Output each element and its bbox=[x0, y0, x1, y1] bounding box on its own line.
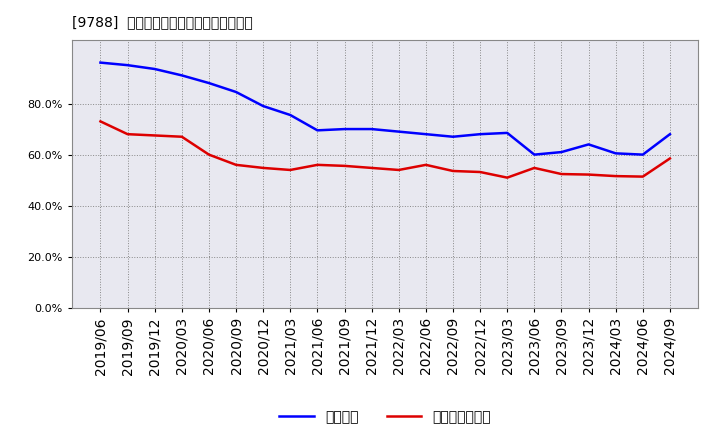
固定長期適合率 bbox=[503, 175, 511, 180]
固定長期適合率 bbox=[232, 162, 240, 168]
Line: 固定長期適合率: 固定長期適合率 bbox=[101, 121, 670, 178]
固定比率 bbox=[557, 150, 566, 155]
固定比率 bbox=[584, 142, 593, 147]
固定長期適合率 bbox=[530, 165, 539, 171]
固定比率 bbox=[123, 62, 132, 68]
固定長期適合率 bbox=[639, 174, 647, 179]
固定長期適合率 bbox=[611, 173, 620, 179]
固定長期適合率 bbox=[204, 152, 213, 157]
固定長期適合率 bbox=[584, 172, 593, 177]
固定長期適合率 bbox=[150, 133, 159, 138]
固定長期適合率 bbox=[313, 162, 322, 168]
固定比率 bbox=[341, 126, 349, 132]
固定比率 bbox=[665, 132, 674, 137]
固定比率 bbox=[178, 73, 186, 78]
Line: 固定比率: 固定比率 bbox=[101, 62, 670, 154]
固定長期適合率 bbox=[259, 165, 268, 171]
固定比率 bbox=[530, 152, 539, 157]
固定比率 bbox=[476, 132, 485, 137]
固定比率 bbox=[96, 60, 105, 65]
固定比率 bbox=[395, 129, 403, 134]
固定長期適合率 bbox=[665, 156, 674, 161]
固定比率 bbox=[259, 103, 268, 109]
固定比率 bbox=[503, 130, 511, 136]
固定比率 bbox=[611, 151, 620, 156]
固定比率 bbox=[639, 152, 647, 157]
固定比率 bbox=[286, 112, 294, 117]
固定長期適合率 bbox=[178, 134, 186, 139]
固定長期適合率 bbox=[395, 167, 403, 172]
固定長期適合率 bbox=[557, 172, 566, 177]
固定比率 bbox=[421, 132, 430, 137]
固定長期適合率 bbox=[341, 163, 349, 169]
固定長期適合率 bbox=[476, 169, 485, 175]
固定比率 bbox=[232, 89, 240, 95]
固定比率 bbox=[313, 128, 322, 133]
固定比率 bbox=[449, 134, 457, 139]
固定比率 bbox=[367, 126, 376, 132]
固定比率 bbox=[204, 81, 213, 86]
固定長期適合率 bbox=[286, 167, 294, 172]
固定長期適合率 bbox=[96, 119, 105, 124]
固定長期適合率 bbox=[123, 132, 132, 137]
固定比率 bbox=[150, 66, 159, 72]
Legend: 固定比率, 固定長期適合率: 固定比率, 固定長期適合率 bbox=[274, 405, 497, 430]
固定長期適合率 bbox=[421, 162, 430, 168]
Text: [9788]  固定比率、固定長期適合率の推移: [9788] 固定比率、固定長期適合率の推移 bbox=[72, 15, 253, 29]
固定長期適合率 bbox=[367, 165, 376, 171]
固定長期適合率 bbox=[449, 169, 457, 174]
